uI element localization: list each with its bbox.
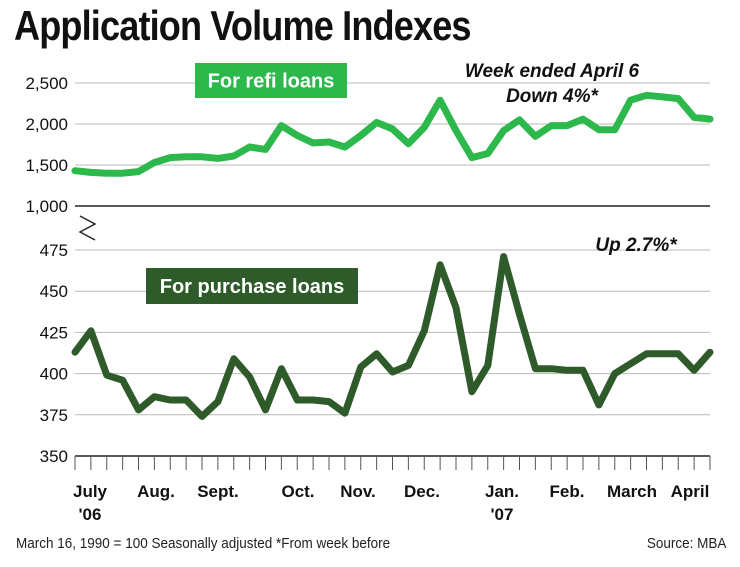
annotation-text: Down 4%* [506,86,599,107]
x-month-label: March [607,482,657,501]
x-axis: July '06 Aug. Sept. Oct. Nov. Dec. Jan. '07 Feb. M… [73,456,711,524]
annotation-text: Up 2.7%* [595,235,678,256]
refi-label-box [195,63,347,98]
y-tick-label: 1,000 [25,197,68,216]
purchase-series-line [71,253,714,420]
y-tick-label: 375 [40,406,68,425]
x-month-label: Oct. [281,482,314,501]
x-month-label: Jan. [485,482,519,501]
y-tick-label: 400 [40,365,68,384]
x-month-label: Aug. [137,482,175,501]
purchase-label-text: For purchase loans [160,276,345,298]
chart-title: Application Volume Indexes [14,2,472,49]
refi-label-text: For refi loans [208,71,335,93]
x-month-label: April [671,482,710,501]
x-month-label: Feb. [550,482,585,501]
x-month-label: Dec. [404,482,440,501]
y-tick-label: 2,500 [25,74,68,93]
y-tick-label: 475 [40,241,68,260]
series-labels: For refi loans For purchase loans Week end… [146,61,678,304]
series-lines [71,91,714,420]
annotation-text: Week ended April 6 [465,61,640,82]
y-tick-label: 450 [40,282,68,301]
y-tick-label: 350 [40,447,68,466]
y-tick-label: 2,000 [25,115,68,134]
x-month-label: Nov. [340,482,376,501]
y-tick-label: 425 [40,323,68,342]
x-year-label: '07 [491,505,514,524]
axis-break-mark [78,215,97,241]
y-axis: 2,500 2,000 1,500 1,000 475 450 425 400 375 350 [25,74,97,466]
x-month-label: Sept. [197,482,239,501]
purchase-label-box [146,268,358,304]
refi-series-line [71,91,714,177]
x-year-label: '06 [79,505,102,524]
footnote: March 16, 1990 = 100 Seasonally adjusted… [16,535,391,552]
y-tick-label: 1,500 [25,156,68,175]
x-month-label: July [73,482,108,501]
source-note: Source: MBA [646,535,726,552]
